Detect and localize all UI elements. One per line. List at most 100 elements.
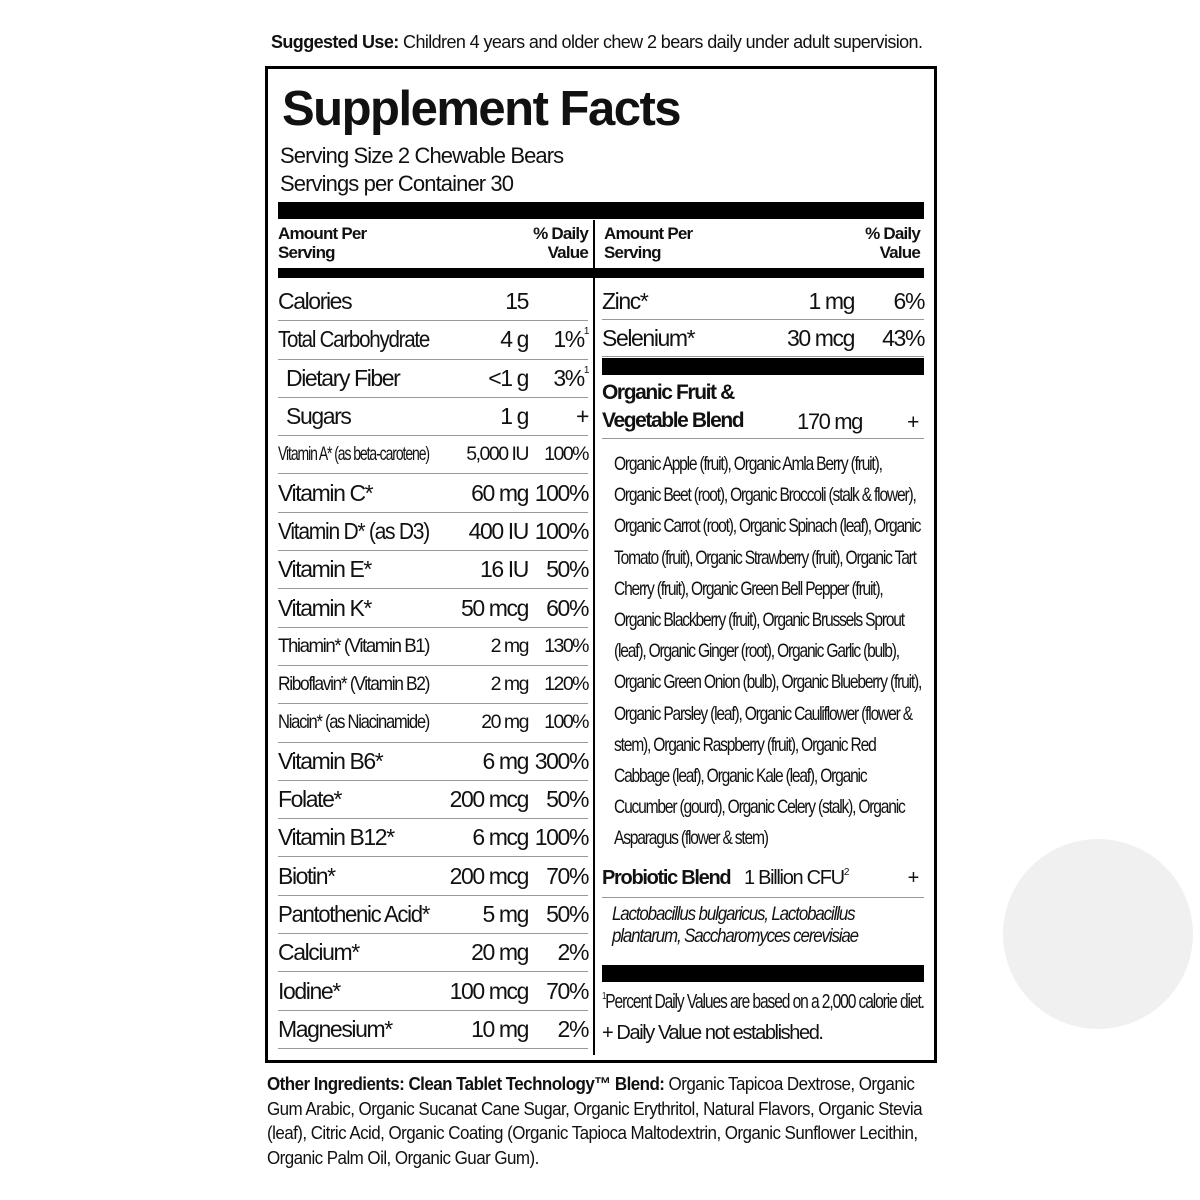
nutrient-name: Calories: [278, 288, 353, 315]
nutrient-name: Vitamin B12*: [278, 824, 395, 851]
supplement-facts-panel: Supplement Facts Serving Size 2 Chewable…: [265, 66, 1193, 1063]
nutrient-amount: <1 g: [488, 364, 529, 391]
nutrient-name: Magnesium*: [278, 1015, 393, 1042]
nutrient-dv: 43%: [882, 324, 925, 351]
nutrient-row: Vitamin D* (as D3) 400 IU 100%: [278, 513, 590, 552]
nutrient-name: Thiamin* (Vitamin B1): [278, 634, 430, 657]
nutrient-name: Vitamin B6*: [278, 747, 384, 774]
nutrient-dv: [528, 288, 588, 315]
nutrient-row: Thiamin* (Vitamin B1) 2 mg 130%: [278, 628, 589, 666]
blend-name-line1: Organic Fruit &: [602, 381, 735, 404]
nutrient-name: Folate*: [278, 786, 342, 813]
header-serving: Serving: [278, 243, 336, 262]
nutrient-row: Vitamin E* 16 IU 50%: [278, 551, 589, 590]
nutrient-amount: 16 IU: [480, 556, 529, 583]
nutrient-amount: 100 mcg: [449, 977, 530, 1004]
nutrient-name: Zinc*: [602, 287, 649, 314]
other-ingredients-text: Organic Tapicoa Dextrose, Organic Gum Ar…: [267, 1073, 923, 1168]
nutrient-amount: 200 mcg: [449, 786, 530, 813]
probiotic-blend-row: Probiotic Blend 1 Billion CFU2 +: [602, 860, 924, 898]
nutrient-amount: 50 mcg: [460, 594, 529, 621]
nutrient-amount: 5,000 IU: [466, 443, 529, 466]
nutrient-amount: 4 g: [500, 326, 529, 353]
nutrient-name: Riboflavin* (Vitamin B2): [278, 673, 430, 696]
suggested-use: Suggested Use: Children 4 years and olde…: [271, 32, 931, 53]
blend-dv: +: [907, 411, 919, 434]
nutrient-name: Vitamin D* (as D3): [278, 517, 430, 544]
nutrient-dv: 6%: [893, 287, 926, 314]
nutrient-row: Riboflavin* (Vitamin B2) 2 mg 120%: [278, 666, 589, 705]
nutrient-dv: 100%: [534, 479, 590, 506]
servings-per-container: Servings per Container 30: [280, 171, 514, 196]
nutrient-name: Vitamin A* (as beta-carotene): [278, 443, 430, 466]
watermark-logo: [1003, 839, 1193, 1029]
probiotic-amount: 1 Billion CFU2: [744, 867, 849, 889]
nutrient-dv: 1%1: [553, 326, 589, 353]
nutrient-dv: 100%: [534, 824, 590, 851]
nutrient-dv: 100%: [534, 517, 590, 544]
thick-divider: [602, 358, 924, 375]
nutrient-row: Selenium* 30 mcg 43%: [602, 320, 925, 357]
footnote-daily-values: 1Percent Daily Values are based on a 2,0…: [602, 991, 925, 1013]
nutrient-dv: +: [575, 403, 589, 430]
nutrient-name: Total Carbohydrate: [278, 326, 430, 353]
header-amount: Amount Per: [278, 224, 367, 243]
thick-divider: [278, 202, 924, 219]
nutrient-row: Iodine* 100 mcg 70%: [278, 972, 589, 1011]
probiotic-name: Probiotic Blend: [602, 867, 732, 889]
nutrient-dv: 50%: [546, 556, 589, 583]
nutrient-row: Folate* 200 mcg 50%: [278, 781, 589, 820]
nutrient-name: Iodine*: [278, 977, 341, 1004]
nutrient-amount: 6 mcg: [472, 824, 529, 851]
nutrient-amount: 60 mg: [471, 479, 529, 506]
nutrient-dv: 2%: [557, 1015, 590, 1042]
nutrient-dv: 120%: [544, 673, 589, 696]
header-dv: % Daily Value: [533, 224, 589, 262]
nutrient-name: Dietary Fiber: [286, 364, 401, 391]
nutrient-row: Zinc* 1 mg 6%: [602, 283, 926, 320]
nutrient-amount: 400 IU: [468, 517, 530, 544]
nutrient-row: Total Carbohydrate 4 g 1%1: [278, 321, 589, 360]
nutrient-row: Calcium* 20 mg 2%: [278, 934, 589, 973]
nutrient-dv: 3%1: [553, 364, 589, 391]
nutrient-name: Niacin* (as Niacinamide): [278, 711, 430, 734]
blend-name-line2: Vegetable Blend: [602, 409, 745, 432]
nutrient-name: Pantothenic Acid*: [278, 900, 430, 927]
nutrient-row: Vitamin K* 50 mcg 60%: [278, 589, 589, 628]
nutrient-amount: 5 mg: [482, 900, 529, 927]
header-dv: % Daily Value: [865, 224, 921, 262]
nutrient-amount: 6 mg: [482, 747, 529, 774]
nutrient-amount: 2 mg: [490, 634, 530, 657]
nutrient-name: Sugars: [286, 403, 352, 430]
fruit-vegetable-blend-row: Organic Fruit & Vegetable Blend 170 mg +: [602, 375, 924, 439]
nutrient-amount: 1 mg: [808, 287, 855, 314]
nutrient-dv: 70%: [546, 862, 589, 889]
header-amount: Amount Per: [604, 224, 693, 243]
nutrient-dv: 100%: [544, 443, 589, 466]
nutrient-row: Dietary Fiber <1 g 3%1: [278, 360, 589, 398]
footnote-not-established: + Daily Value not established.: [602, 1022, 824, 1044]
nutrient-row: Vitamin C* 60 mg 100%: [278, 475, 590, 513]
nutrient-amount: 200 mcg: [449, 862, 530, 889]
nutrient-name: Vitamin E*: [278, 556, 372, 583]
nutrient-amount: 1 g: [500, 403, 529, 430]
suggested-use-label: Suggested Use:: [271, 32, 399, 52]
nutrient-row: Vitamin A* (as beta-carotene) 5,000 IU 100…: [278, 436, 589, 475]
nutrient-row: Niacin* (as Niacinamide) 20 mg 100%: [278, 704, 589, 743]
suggested-use-text: Children 4 years and older chew 2 bears …: [398, 32, 923, 52]
nutrient-name: Vitamin K*: [278, 594, 372, 621]
nutrient-name: Selenium*: [602, 324, 696, 351]
nutrient-amount: 2 mg: [490, 673, 530, 696]
nutrient-amount: 30 mcg: [786, 324, 855, 351]
thick-divider: [602, 965, 924, 982]
probiotic-strains: Lactobacillus bulgaricus, Lactobacillus …: [612, 903, 859, 947]
nutrient-amount: 20 mg: [481, 711, 529, 734]
column-divider: [593, 220, 595, 1055]
right-header: Amount Per Serving % Daily Value: [604, 224, 921, 262]
nutrient-row: Vitamin B12* 6 mcg 100%: [278, 819, 590, 858]
probiotic-dv: +: [907, 867, 920, 889]
left-header: Amount Per Serving % Daily Value: [278, 224, 589, 262]
panel-title: Supplement Facts: [282, 82, 682, 136]
nutrient-dv: 130%: [544, 634, 589, 657]
blend-ingredients: Organic Apple (fruit), Organic Amla Berr…: [614, 453, 922, 850]
